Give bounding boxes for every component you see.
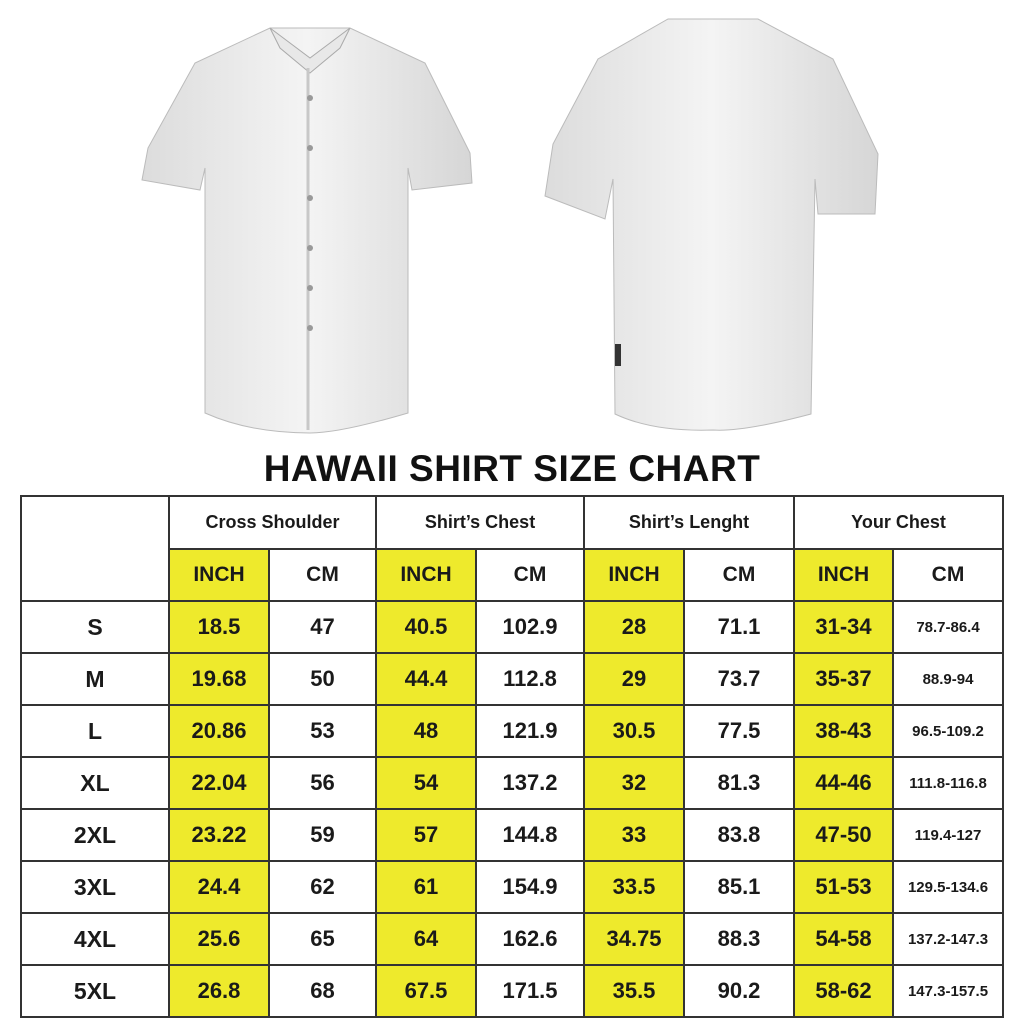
inch-value-cell: 47-50	[793, 808, 895, 862]
cm-value-cell: 96.5-109.2	[892, 704, 1005, 758]
size-label: S	[20, 600, 170, 654]
table-row: 5XL 26.8 68 67.5 171.5 35.5 90.2 58-62 147.3-157…	[20, 964, 1005, 1018]
cm-value-cell: 147.3-157.5	[892, 964, 1005, 1018]
cm-value-cell: 171.5	[474, 964, 586, 1018]
group-header-row: Cross Shoulder Shirt’s Chest Shirt’s Len…	[20, 495, 1005, 602]
inch-value-cell: 23.22	[168, 808, 270, 862]
unit-header-row: INCH CM INCH CM INCH CM INCH CM	[21, 548, 1005, 602]
size-label: 4XL	[20, 912, 170, 966]
cm-value-cell: 88.3	[683, 912, 796, 966]
cm-value-cell: 144.8	[474, 808, 586, 862]
unit-header-cm: CM	[268, 548, 377, 602]
cm-value-cell: 154.9	[474, 860, 586, 914]
table-row: 3XL 24.4 62 61 154.9 33.5 85.1 51-53 129.5-134.6	[20, 860, 1005, 914]
inch-value-cell: 31-34	[793, 600, 895, 654]
cm-value-cell: 162.6	[474, 912, 586, 966]
cm-value-cell: 47	[268, 600, 377, 654]
cm-value-cell: 77.5	[683, 704, 796, 758]
cm-value-cell: 137.2	[474, 756, 586, 810]
unit-header-cm: CM	[683, 548, 796, 602]
unit-header-inch: INCH	[793, 548, 895, 602]
cm-value-cell: 56	[268, 756, 377, 810]
inch-value-cell: 44-46	[793, 756, 895, 810]
size-label: XL	[20, 756, 170, 810]
cm-value-cell: 111.8-116.8	[892, 756, 1005, 810]
cm-value-cell: 83.8	[683, 808, 796, 862]
inch-value-cell: 30.5	[583, 704, 686, 758]
cm-value-cell: 119.4-127	[892, 808, 1005, 862]
inch-value-cell: 33	[583, 808, 686, 862]
inch-value-cell: 40.5	[375, 600, 477, 654]
unit-header-cm: CM	[892, 548, 1005, 602]
table-row: L 20.86 53 48 121.9 30.5 77.5 38-43 96.5-109.2	[20, 704, 1005, 758]
size-chart-table: Cross Shoulder Shirt’s Chest Shirt’s Len…	[20, 495, 1005, 1018]
cm-value-cell: 88.9-94	[892, 652, 1005, 706]
inch-value-cell: 35.5	[583, 964, 686, 1018]
cm-value-cell: 81.3	[683, 756, 796, 810]
cm-value-cell: 68	[268, 964, 377, 1018]
inch-value-cell: 44.4	[375, 652, 477, 706]
inch-value-cell: 64	[375, 912, 477, 966]
inch-value-cell: 34.75	[583, 912, 686, 966]
unit-header-inch: INCH	[375, 548, 477, 602]
inch-value-cell: 32	[583, 756, 686, 810]
cm-value-cell: 65	[268, 912, 377, 966]
table-row: S 18.5 47 40.5 102.9 28 71.1 31-34 78.7-86.4	[20, 600, 1005, 654]
table-row: XL 22.04 56 54 137.2 32 81.3 44-46 111.8-116.8	[20, 756, 1005, 810]
size-label: L	[20, 704, 170, 758]
cm-value-cell: 85.1	[683, 860, 796, 914]
inch-value-cell: 51-53	[793, 860, 895, 914]
group-header: Shirt’s Chest	[374, 495, 586, 550]
inch-value-cell: 54	[375, 756, 477, 810]
table-row: M 19.68 50 44.4 112.8 29 73.7 35-37 88.9-94	[20, 652, 1005, 706]
cm-value-cell: 53	[268, 704, 377, 758]
cm-value-cell: 129.5-134.6	[892, 860, 1005, 914]
inch-value-cell: 54-58	[793, 912, 895, 966]
unit-header-inch: INCH	[168, 548, 270, 602]
inch-value-cell: 24.4	[168, 860, 270, 914]
inch-value-cell: 38-43	[793, 704, 895, 758]
size-label: 3XL	[20, 860, 170, 914]
corner-cell	[20, 495, 170, 602]
cm-value-cell: 112.8	[474, 652, 586, 706]
inch-value-cell: 18.5	[168, 600, 270, 654]
cm-value-cell: 102.9	[474, 600, 586, 654]
inch-value-cell: 58-62	[793, 964, 895, 1018]
cm-value-cell: 62	[268, 860, 377, 914]
inch-value-cell: 67.5	[375, 964, 477, 1018]
inch-value-cell: 25.6	[168, 912, 270, 966]
cm-value-cell: 71.1	[683, 600, 796, 654]
inch-value-cell: 28	[583, 600, 686, 654]
cm-value-cell: 50	[268, 652, 377, 706]
shirt-back-image	[544, 18, 879, 431]
group-header: Your Chest	[793, 495, 1005, 550]
inch-value-cell: 22.04	[168, 756, 270, 810]
cm-value-cell: 73.7	[683, 652, 796, 706]
inch-value-cell: 48	[375, 704, 477, 758]
unit-header-inch: INCH	[583, 548, 686, 602]
group-header: Shirt’s Lenght	[583, 495, 796, 550]
inch-value-cell: 29	[583, 652, 686, 706]
cm-value-cell: 90.2	[683, 964, 796, 1018]
group-header: Cross Shoulder	[168, 495, 377, 550]
table-row: 4XL 25.6 65 64 162.6 34.75 88.3 54-58 137.2-147.…	[20, 912, 1005, 966]
cm-value-cell: 78.7-86.4	[892, 600, 1005, 654]
inch-value-cell: 26.8	[168, 964, 270, 1018]
cm-value-cell: 59	[268, 808, 377, 862]
size-label: 5XL	[20, 964, 170, 1018]
cm-value-cell: 121.9	[474, 704, 586, 758]
inch-value-cell: 20.86	[168, 704, 270, 758]
size-label: M	[20, 652, 170, 706]
inch-value-cell: 33.5	[583, 860, 686, 914]
unit-header-cm: CM	[474, 548, 586, 602]
inch-value-cell: 35-37	[793, 652, 895, 706]
inch-value-cell: 19.68	[168, 652, 270, 706]
size-label: 2XL	[20, 808, 170, 862]
cm-value-cell: 137.2-147.3	[892, 912, 1005, 966]
table-row: 2XL 23.22 59 57 144.8 33 83.8 47-50 119.4-127	[20, 808, 1005, 862]
inch-value-cell: 57	[375, 808, 477, 862]
chart-title: HAWAII SHIRT SIZE CHART	[263, 448, 761, 489]
inch-value-cell: 61	[375, 860, 477, 914]
shirt-front-image	[141, 27, 473, 434]
